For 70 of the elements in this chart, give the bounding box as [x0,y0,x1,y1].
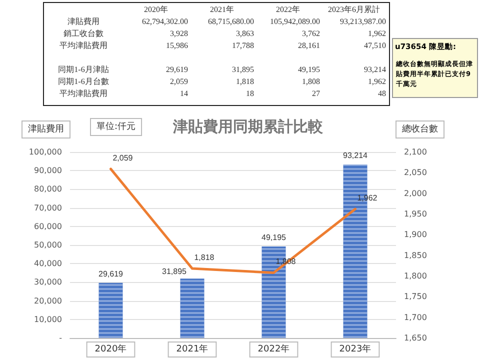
y2-tick-label: 1,700 [404,312,427,322]
text: 28,161 [297,40,320,51]
text: 1,818 [235,76,254,87]
data-label: 93,214 [343,151,368,160]
data-label: 49,195 [262,232,287,242]
x-tick-label: 2021年 [176,344,208,354]
y2-tick-label: 2,050 [404,168,427,178]
y-tick-label: 100,000 [28,148,62,156]
text: 2021年 [209,4,235,15]
y-tick-label: 80,000 [34,184,62,194]
y-tick-label: 70,000 [34,203,62,212]
y2-tick-label: 1,750 [404,292,427,302]
y-tick-label: 20,000 [34,296,62,306]
y-tick-label: 50,000 [34,240,62,250]
data-label: 29,619 [98,269,124,278]
x-tick-label: 2020年 [94,344,127,354]
data-label: 31,895 [162,267,188,276]
x-tick-label: 2023年 [339,344,372,354]
text: 62,794,302.00 [141,16,188,27]
data-label: 2,059 [112,153,134,162]
text: 3,762 [301,28,320,39]
y-tick-label: 90,000 [34,166,62,176]
text: 93,214 [363,64,386,75]
y2-tick-label: 1,650 [404,334,427,342]
text: 同期1-6月津貼 [57,64,110,75]
text: 29,619 [165,64,188,75]
y2-tick-label: 1,950 [404,210,427,218]
text: 48 [377,88,386,99]
y2-tick-label: 2,000 [404,188,427,198]
data-label: 1,818 [194,253,215,262]
text: 49,195 [297,64,320,75]
text: 2022年 [275,4,301,15]
text: 18 [245,88,254,99]
text: 單位:仟元 [96,121,136,132]
text: 17,788 [231,40,254,51]
data-label: 1,962 [357,194,378,203]
y-tick-label: 30,000 [34,278,62,287]
text: 津貼費用 [66,16,100,27]
text: 銷工收台數 [62,28,104,39]
y-tick-label: 60,000 [34,222,62,231]
text: 2023年6月累計 [327,4,381,15]
text: 2,059 [169,76,188,87]
x-tick-label: 2022年 [258,344,290,354]
y-tick-label: 10,000 [34,314,62,324]
y2-tick-label: 1,850 [404,250,427,260]
text: 1,808 [301,76,320,87]
text: 2020年 [143,4,169,15]
y2-tick-label: 1,900 [404,230,427,240]
text: 105,942,089.00 [269,16,320,27]
text: 平均津貼費用 [58,88,108,99]
y-axis-title: 津貼費用 [28,124,64,134]
text: 47,510 [363,40,386,51]
y2-tick-label: 1,800 [404,272,427,280]
y2-tick-label: 2,100 [404,148,427,156]
text: 14 [179,88,188,99]
text: 平均津貼費用 [58,40,108,51]
text: 15,986 [165,40,188,51]
text: 1,962 [367,28,386,39]
y2-axis-title: 總收台數 [401,124,438,134]
text: 31,895 [231,64,254,75]
text: 1,962 [367,76,386,87]
text: 同期1-6月台數 [57,76,110,87]
chart-title: 津貼費用同期累計比較 [172,118,324,136]
text: 3,928 [169,28,188,39]
text: 68,715,680.00 [207,16,254,27]
text: 3,863 [235,28,254,39]
y-tick-label: - [59,334,62,342]
text: 27 [311,88,320,99]
text: 93,213,987.00 [339,16,386,27]
y-tick-label: 40,000 [34,259,62,268]
